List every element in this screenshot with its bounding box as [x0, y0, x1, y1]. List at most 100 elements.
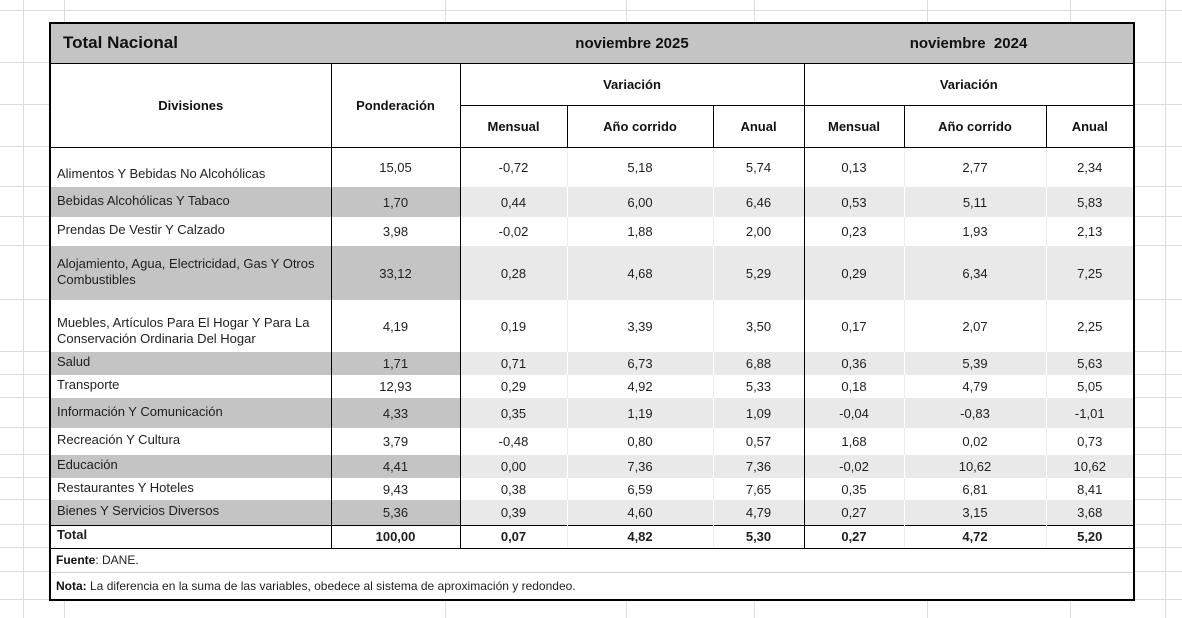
cell-a2024: 0,73	[1045, 428, 1134, 455]
cell-a2025: 6,46	[712, 187, 804, 217]
cell-division: Salud	[50, 352, 331, 375]
cell-m2025: -0,72	[459, 147, 567, 187]
cell-division: Educación	[50, 455, 331, 478]
cell-yc2025: 5,18	[566, 147, 713, 187]
gridline	[1165, 0, 1166, 618]
cell-yc2024: 3,15	[903, 500, 1046, 525]
note-label: Nota:	[56, 578, 87, 593]
cell-yc2024: 2,77	[903, 147, 1046, 187]
cell-a2024: -1,01	[1045, 398, 1134, 428]
cell-division: Información Y Comunicación	[50, 398, 331, 428]
cell-a2025: 7,36	[712, 455, 804, 478]
cell-m2024: 1,68	[803, 428, 904, 455]
cell-weight: 4,33	[330, 398, 460, 428]
variation-header-row: Divisiones Ponderación Variación Variaci…	[50, 63, 1134, 148]
cell-a2024: 7,25	[1045, 246, 1134, 300]
cell-a2025: 6,88	[712, 352, 804, 375]
source-note: Fuente: DANE.	[50, 548, 1134, 572]
period-2025-header: noviembre 2025	[460, 23, 804, 64]
total-row: Total 100,00 0,07 4,82 5,30 0,27 4,72 5,…	[50, 524, 1134, 549]
total-m2024: 0,27	[803, 524, 904, 549]
cell-a2025: 5,29	[712, 246, 804, 300]
source-label: Fuente	[56, 553, 96, 567]
cell-m2024: -0,02	[803, 455, 904, 478]
table-row: Transporte 12,93 0,29 4,92 5,33 0,18 4,7…	[50, 375, 1134, 398]
cell-a2024: 2,25	[1045, 300, 1134, 352]
cell-a2025: 7,65	[712, 478, 804, 500]
cell-weight: 12,93	[330, 375, 460, 398]
cell-m2024: 0,35	[803, 478, 904, 500]
subheader-row: Mensual Año corrido Anual Mensual Año co…	[50, 105, 1134, 148]
cell-weight: 1,70	[330, 187, 460, 217]
cell-division: Alojamiento, Agua, Electricidad, Gas Y O…	[50, 246, 331, 300]
cell-yc2025: 4,68	[566, 246, 713, 300]
total-yc2025: 4,82	[566, 524, 713, 549]
cell-weight: 3,98	[330, 217, 460, 246]
cell-a2024: 2,34	[1045, 147, 1134, 187]
note-row: Nota: La diferencia en la suma de las va…	[50, 571, 1134, 600]
cell-weight: 33,12	[330, 246, 460, 300]
cell-weight: 4,19	[330, 300, 460, 352]
cell-yc2025: 4,92	[566, 375, 713, 398]
cell-m2025: 0,39	[459, 500, 567, 525]
cell-yc2024: 5,11	[903, 187, 1046, 217]
cell-weight: 1,71	[330, 352, 460, 375]
total-a2024: 5,20	[1045, 524, 1134, 549]
cell-m2024: 0,18	[803, 375, 904, 398]
cell-yc2024: 6,34	[903, 246, 1046, 300]
cell-yc2025: 4,60	[566, 500, 713, 525]
cell-a2024: 5,05	[1045, 375, 1134, 398]
cell-m2025: -0,48	[459, 428, 567, 455]
cell-weight: 9,43	[330, 478, 460, 500]
period-2024-header: noviembre 2024	[804, 23, 1134, 64]
cell-a2025: 3,50	[712, 300, 804, 352]
cell-yc2024: 6,81	[903, 478, 1046, 500]
cell-m2025: 0,71	[459, 352, 567, 375]
cell-m2025: 0,38	[459, 478, 567, 500]
cell-m2024: 0,29	[803, 246, 904, 300]
cell-m2025: 0,19	[459, 300, 567, 352]
table-row: Restaurantes Y Hoteles 9,43 0,38 6,59 7,…	[50, 478, 1134, 500]
table-row: Muebles, Artículos Para El Hogar Y Para …	[50, 300, 1134, 352]
note: Nota: La diferencia en la suma de las va…	[50, 571, 1134, 600]
cell-yc2025: 0,80	[566, 428, 713, 455]
cell-m2024: 0,23	[803, 217, 904, 246]
cell-m2025: -0,02	[459, 217, 567, 246]
annual-2025-header: Anual	[712, 105, 804, 148]
monthly-2025-header: Mensual	[459, 105, 567, 148]
cell-m2025: 0,35	[459, 398, 567, 428]
cell-m2025: 0,44	[459, 187, 567, 217]
table-row: Bienes Y Servicios Diversos 5,36 0,39 4,…	[50, 500, 1134, 525]
cell-division: Bebidas Alcohólicas Y Tabaco	[50, 187, 331, 217]
cell-yc2024: -0,83	[903, 398, 1046, 428]
cpi-divisions-table: Total Nacional noviembre 2025 noviembre …	[49, 22, 1135, 601]
monthly-2024-header: Mensual	[803, 105, 904, 148]
total-yc2024: 4,72	[903, 524, 1046, 549]
cell-division: Alimentos Y Bebidas No Alcohólicas	[57, 165, 266, 181]
cell-yc2025: 1,19	[566, 398, 713, 428]
total-m2025: 0,07	[459, 524, 567, 549]
cell-yc2025: 3,39	[566, 300, 713, 352]
table-row: Bebidas Alcohólicas Y Tabaco 1,70 0,44 6…	[50, 187, 1134, 217]
cell-yc2024: 10,62	[903, 455, 1046, 478]
cell-a2024: 8,41	[1045, 478, 1134, 500]
cell-m2024: 0,53	[803, 187, 904, 217]
cell-yc2024: 4,79	[903, 375, 1046, 398]
cell-yc2025: 6,00	[566, 187, 713, 217]
cell-yc2024: 0,02	[903, 428, 1046, 455]
cell-a2024: 3,68	[1045, 500, 1134, 525]
cell-division: Bienes Y Servicios Diversos	[50, 500, 331, 525]
cell-a2025: 4,79	[712, 500, 804, 525]
annual-2024-header: Anual	[1045, 105, 1134, 148]
cell-a2025: 1,09	[712, 398, 804, 428]
cell-a2024: 10,62	[1045, 455, 1134, 478]
table-row: Información Y Comunicación 4,33 0,35 1,1…	[50, 398, 1134, 428]
cell-m2025: 0,28	[459, 246, 567, 300]
cell-weight: 3,79	[330, 428, 460, 455]
cell-m2025: 0,29	[459, 375, 567, 398]
note-text: La diferencia en la suma de las variable…	[86, 578, 576, 593]
table-row: Recreación Y Cultura 3,79 -0,48 0,80 0,5…	[50, 428, 1134, 455]
ytd-2025-header: Año corrido	[566, 105, 713, 148]
cell-m2024: 0,36	[803, 352, 904, 375]
